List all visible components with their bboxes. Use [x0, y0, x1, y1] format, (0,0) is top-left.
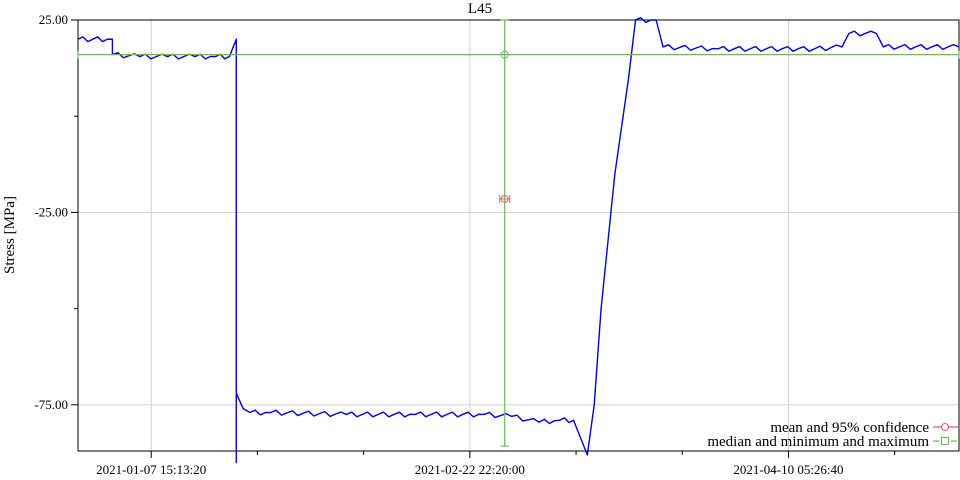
y-tick-label: 25.00: [39, 12, 68, 27]
legend-label: median and minimum and maximum: [707, 434, 929, 450]
series-line: [77, 16, 960, 464]
y-tick-label: -75.00: [34, 397, 68, 412]
x-tick-label: 2021-02-22 22:20:00: [415, 462, 525, 477]
x-tick-label: 2021-01-07 15:13:20: [96, 462, 206, 477]
y-axis-title: Stress [MPa]: [2, 196, 18, 274]
legend-label: mean and 95% confidence: [770, 420, 929, 436]
grid: [78, 19, 959, 451]
x-tick-label: 2021-04-10 05:26:40: [733, 462, 843, 477]
chart-title: L45: [468, 1, 492, 17]
axis-ticks: [71, 19, 896, 458]
y-tick-labels: 25.00 -25.00 -75.00: [34, 12, 68, 412]
y-tick-label: -25.00: [34, 204, 68, 219]
median-marker: [500, 50, 509, 59]
series-layer: [77, 16, 960, 464]
legend-circle-marker: [941, 423, 949, 431]
plot-frame: [77, 19, 960, 452]
summary-markers: [77, 19, 960, 447]
x-tick-labels: 2021-01-07 15:13:20 2021-02-22 22:20:00 20…: [96, 462, 843, 477]
legend-square-marker: [941, 437, 949, 445]
